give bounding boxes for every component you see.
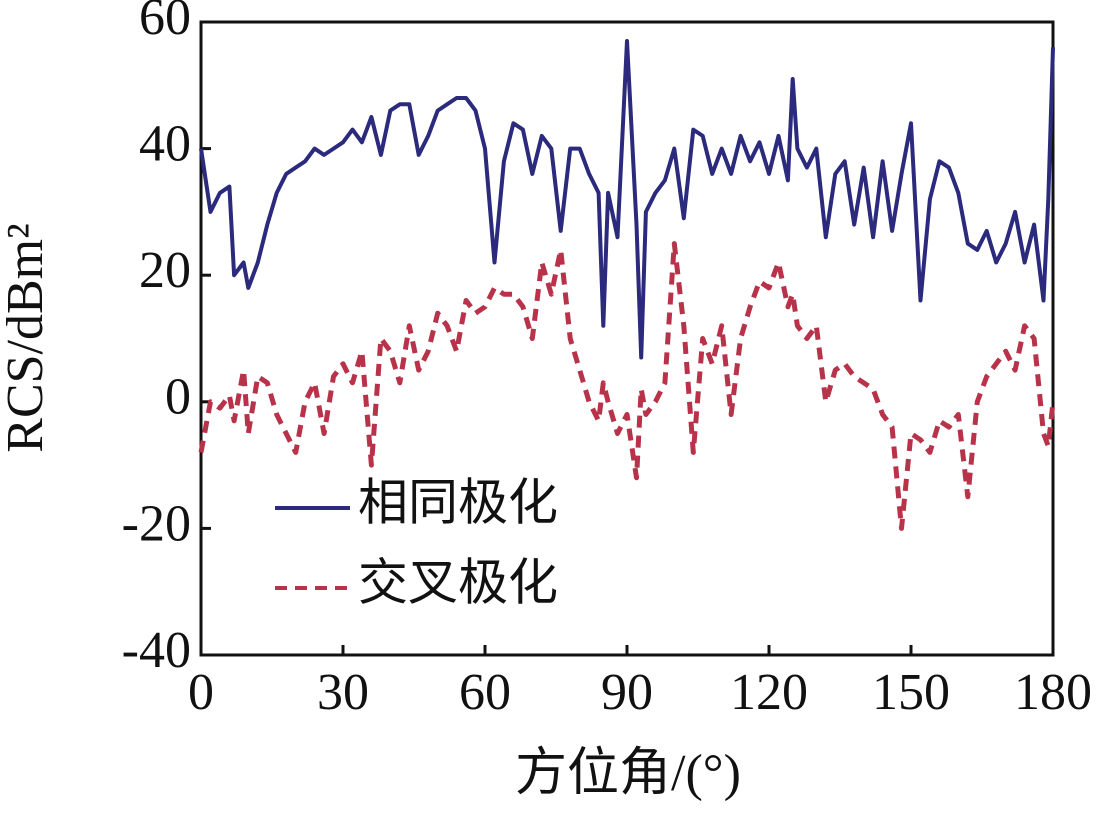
x-tick-label: 90 <box>601 664 653 721</box>
y-tick-label: 20 <box>139 242 191 299</box>
y-tick-label: 60 <box>139 0 191 46</box>
x-tick-label: 0 <box>188 664 214 721</box>
y-tick-label: -40 <box>122 622 191 679</box>
series-line <box>198 241 1056 531</box>
x-axis-title: 方位角/(°) <box>515 745 741 802</box>
x-tick-label: 180 <box>1014 664 1092 721</box>
x-tick-label: 60 <box>459 664 511 721</box>
series-line <box>199 39 1055 360</box>
legend-label: 相同极化 <box>358 474 558 530</box>
x-tick-label: 30 <box>317 664 369 721</box>
x-tick-label: 150 <box>872 664 950 721</box>
y-axis-title: RCS/dBm² <box>0 223 54 452</box>
plot-frame <box>199 20 1055 657</box>
legend-label: 交叉极化 <box>358 554 558 610</box>
y-tick-label: 0 <box>165 369 191 426</box>
x-tick-label: 120 <box>730 664 808 721</box>
y-tick-label: -20 <box>122 495 191 552</box>
y-tick-label: 40 <box>139 116 191 173</box>
